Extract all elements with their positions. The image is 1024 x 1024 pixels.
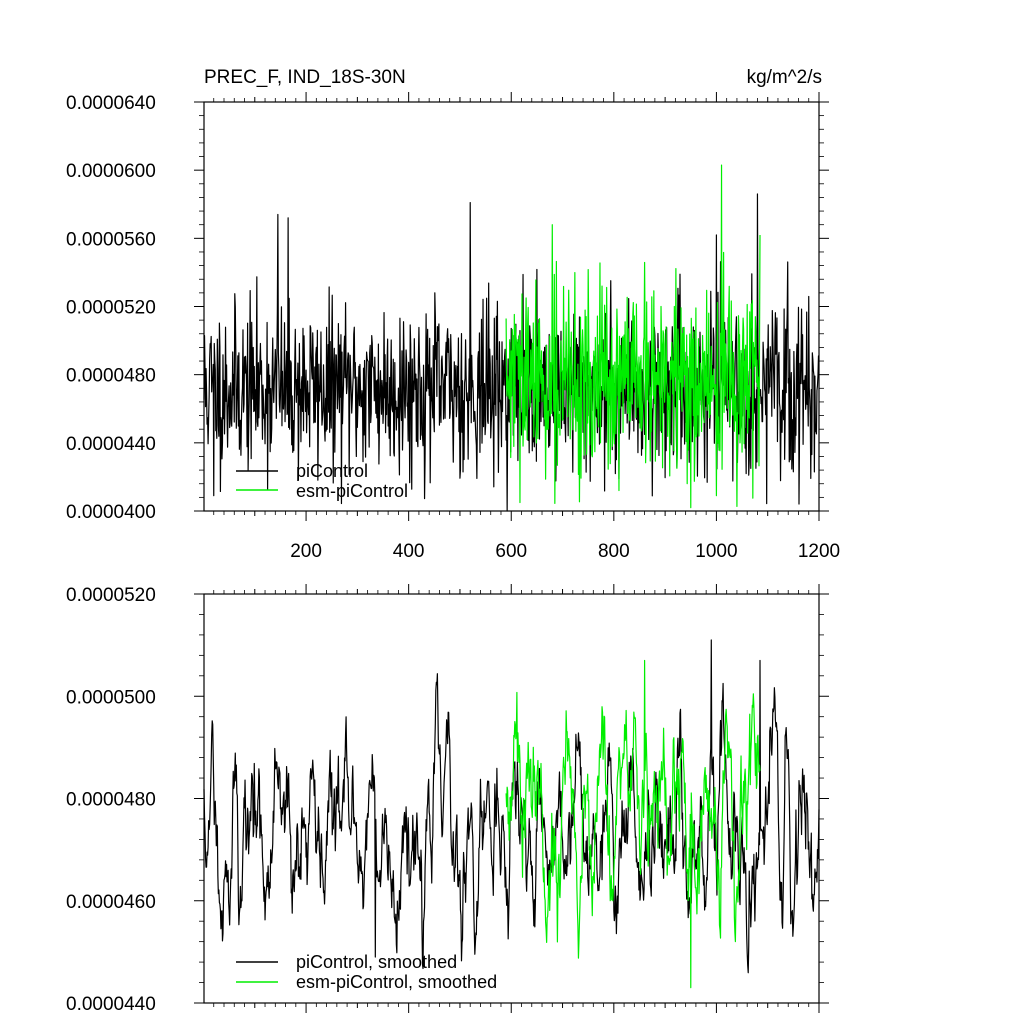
y-tick-label: 0.0000520 <box>66 298 156 319</box>
legend-label-picontrol-smoothed: piControl, smoothed <box>296 952 457 972</box>
y-tick-label: 0.0000440 <box>66 434 156 455</box>
top-series-group <box>203 164 820 512</box>
top-chart-units: kg/m^2/s <box>747 67 822 88</box>
y-tick-label: 0.0000520 <box>66 585 156 606</box>
y-tick-label: 0.0000560 <box>66 229 156 250</box>
bottom-ticks-group: 0.0000440 0.0000460 0.0000480 0.0000500 0.00… <box>66 584 829 1015</box>
top-chart-title: PREC_F, IND_18S-30N <box>204 67 406 88</box>
x-tick-label: 200 <box>290 541 322 562</box>
series-line-esm-picontrol <box>505 659 761 989</box>
top-plot-frame <box>203 101 820 512</box>
y-tick-label: 0.0000480 <box>66 366 156 387</box>
top-legend: piControl esm-piControl <box>236 461 408 501</box>
bottom-legend: piControl, smoothed esm-piControl, smoot… <box>236 952 497 992</box>
top-ticks-group: 200 400 600 800 1000 1200 0.0000400 0.0000440 0.… <box>66 92 840 562</box>
y-tick-label: 0.0000500 <box>66 687 156 708</box>
legend-label-esm-picontrol-smoothed: esm-piControl, smoothed <box>296 972 497 992</box>
legend-label-esm-picontrol: esm-piControl <box>296 481 408 501</box>
y-tick-label: 0.0000440 <box>66 994 156 1015</box>
top-panel: PREC_F, IND_18S-30N kg/m^2/s 200 400 600 80… <box>66 67 840 562</box>
y-tick-label: 0.0000480 <box>66 790 156 811</box>
series-line-picontrol <box>203 193 820 512</box>
series-line-esm-picontrol <box>505 164 761 509</box>
bottom-panel: 0.0000440 0.0000460 0.0000480 0.0000500 0.00… <box>66 584 829 1015</box>
bottom-series-group <box>203 639 820 989</box>
y-tick-label: 0.0000600 <box>66 161 156 182</box>
y-tick-label: 0.0000460 <box>66 892 156 913</box>
legend-label-picontrol: piControl <box>296 461 368 481</box>
y-tick-label: 0.0000400 <box>66 502 156 523</box>
x-tick-label: 1200 <box>798 541 840 562</box>
x-tick-label: 1000 <box>695 541 737 562</box>
x-tick-label: 800 <box>598 541 630 562</box>
x-tick-label: 600 <box>495 541 527 562</box>
y-tick-label: 0.0000640 <box>66 93 156 114</box>
x-tick-label: 400 <box>393 541 425 562</box>
